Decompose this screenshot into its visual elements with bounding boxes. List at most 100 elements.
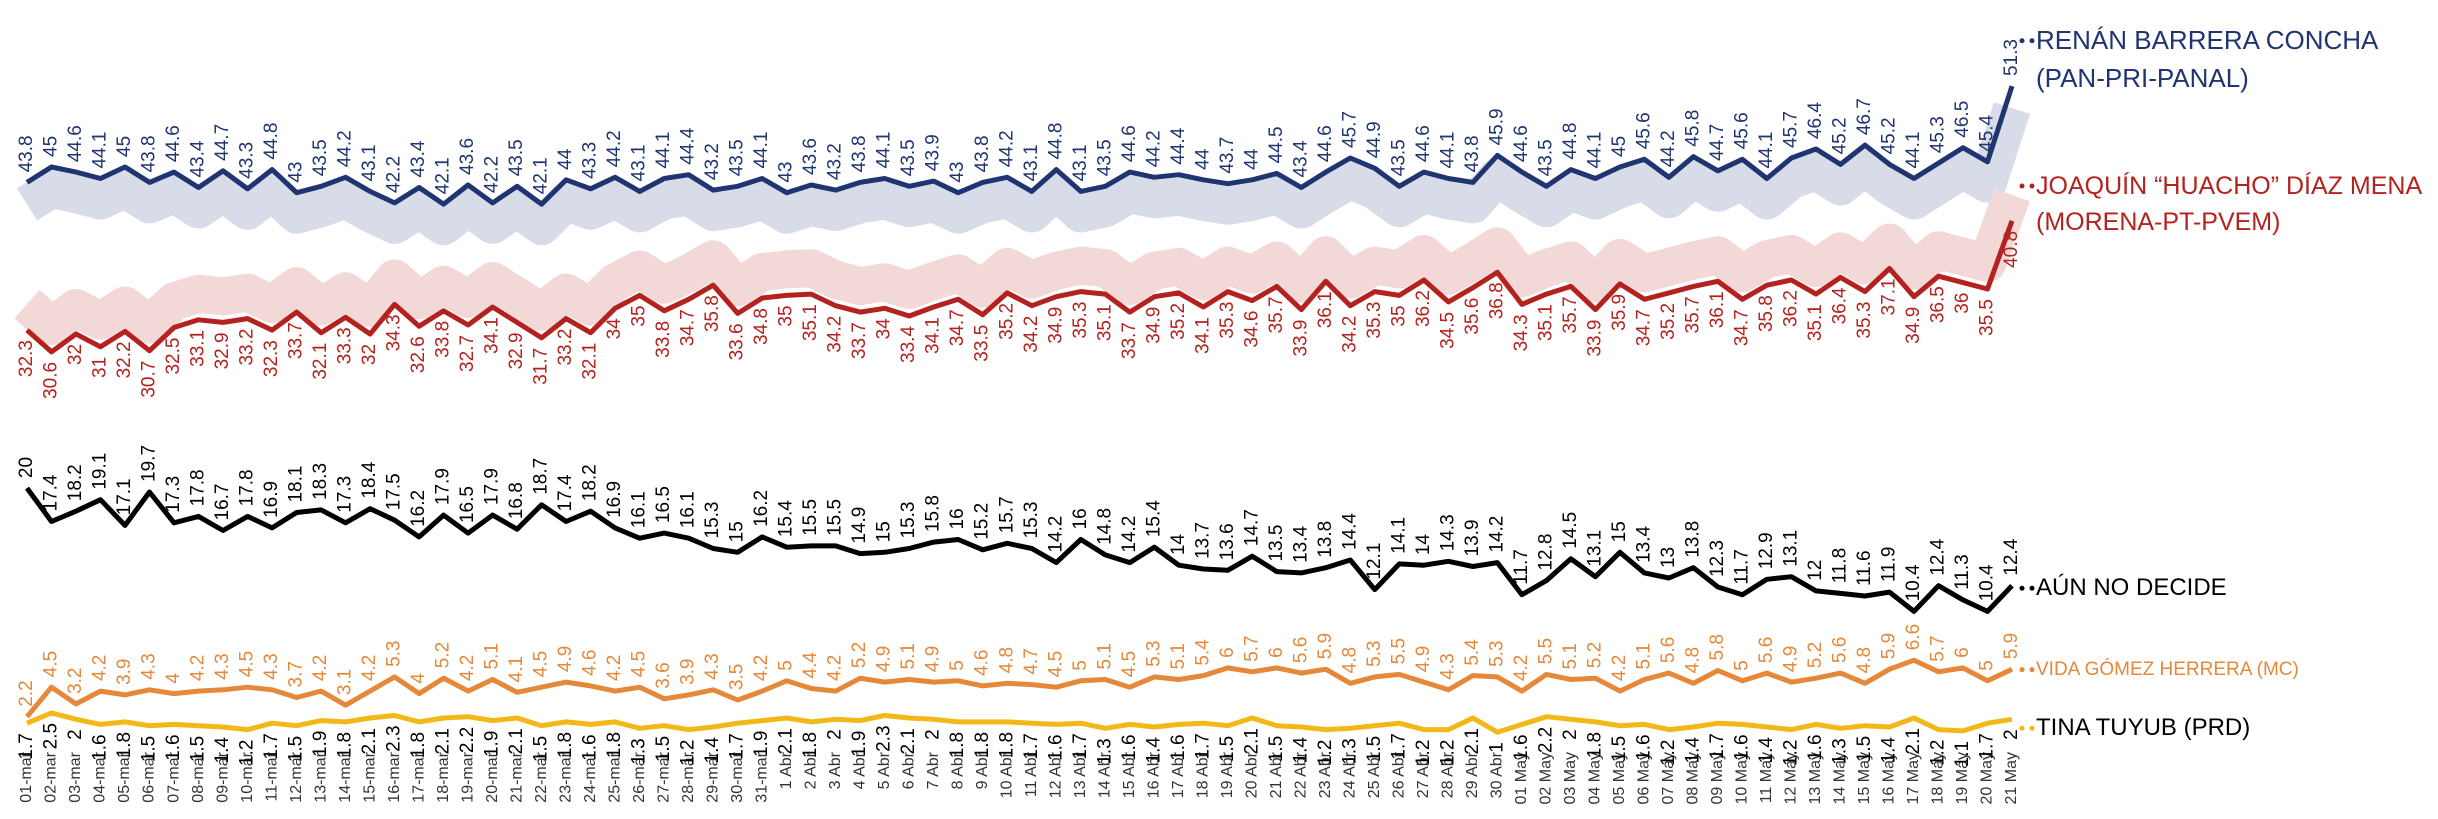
data-label: 3.6 — [653, 662, 674, 688]
data-label: 10.4 — [1977, 564, 1998, 601]
data-label: 44.1 — [653, 132, 674, 169]
x-tick-label: 11-mar — [263, 751, 280, 801]
x-tick-label: 08-mar — [190, 751, 207, 802]
legend-dot — [2019, 38, 2025, 44]
data-label: 46.4 — [1805, 102, 1826, 139]
data-label: 33.2 — [237, 329, 258, 366]
data-label: 44 — [555, 148, 576, 170]
data-label: 32.2 — [114, 341, 135, 378]
data-label: 5.7 — [1927, 635, 1948, 661]
data-label: 11.7 — [1511, 549, 1532, 585]
data-label: 35.1 — [1094, 304, 1115, 341]
data-label: 1.7 — [1977, 733, 1998, 759]
data-label: 45.8 — [1682, 110, 1703, 147]
data-label: 2.3 — [874, 725, 895, 751]
data-label: 35 — [776, 305, 797, 326]
data-label: 5.2 — [849, 642, 870, 668]
data-label: 43.4 — [1290, 140, 1311, 177]
data-label: 35.7 — [1266, 296, 1287, 333]
data-label: 43.5 — [1535, 139, 1556, 176]
data-label: 43.5 — [1094, 139, 1115, 176]
data-label: 4.8 — [1339, 647, 1360, 673]
data-label: 4.8 — [1682, 647, 1703, 673]
x-tick-label: 25-mar — [606, 751, 623, 802]
data-label: 44.6 — [1511, 125, 1532, 162]
data-label: 1.4 — [1290, 737, 1311, 764]
data-label: 2.5 — [41, 723, 62, 749]
data-label: 5.8 — [1707, 634, 1728, 660]
data-label: 34.2 — [825, 316, 846, 353]
data-label: 4.2 — [310, 655, 331, 681]
data-label: 36.8 — [1486, 282, 1507, 319]
data-label: 43.5 — [727, 139, 748, 176]
data-label: 1.4 — [702, 737, 723, 764]
x-tick-label: 06-mar — [141, 751, 158, 802]
x-tick-label: 22-mar — [533, 751, 550, 802]
data-label: 1.8 — [972, 732, 993, 758]
data-label: 43.8 — [139, 135, 160, 172]
x-tick-label: 05-mar — [116, 751, 133, 802]
x-tick-label: 11 Abr — [1023, 751, 1040, 797]
x-tick-label: 27 Abr — [1415, 751, 1432, 798]
data-label: 3.5 — [727, 664, 748, 690]
data-label: 4.6 — [972, 649, 993, 675]
data-label: 43.8 — [972, 135, 993, 172]
x-tick-label: 18-mar — [435, 751, 452, 802]
data-label: 34.7 — [1731, 309, 1752, 346]
x-tick-label: 04 May — [1587, 752, 1604, 804]
data-label: 1.5 — [139, 736, 160, 762]
data-label: 35.1 — [800, 304, 821, 341]
data-label: 13.6 — [1217, 523, 1238, 560]
data-label: 20 — [16, 457, 37, 478]
data-label: 43.4 — [188, 140, 209, 177]
data-label: 2 — [65, 729, 86, 740]
data-label: 16.2 — [751, 490, 772, 527]
data-label: 1.8 — [555, 732, 576, 758]
x-tick-label: 14 May — [1832, 752, 1849, 804]
data-label: 43.2 — [825, 143, 846, 180]
data-label: 34.7 — [947, 309, 968, 346]
x-tick-label: 16 Abr — [1146, 751, 1163, 798]
data-label: 43.1 — [1021, 144, 1042, 181]
data-label: 3.1 — [335, 669, 356, 695]
data-label: 1.6 — [1731, 734, 1752, 760]
data-label: 4.2 — [604, 655, 625, 681]
data-label: 5.6 — [1756, 637, 1777, 663]
data-label: 4.9 — [555, 646, 576, 672]
data-label: 16 — [947, 508, 968, 529]
data-label: 36 — [1952, 293, 1973, 314]
data-label: 1.5 — [1217, 736, 1238, 762]
x-tick-label: 12 May — [1783, 752, 1800, 804]
data-label: 45.9 — [1486, 108, 1507, 145]
data-label: 43.8 — [849, 135, 870, 172]
data-label: 36.4 — [1829, 287, 1850, 324]
data-label: 6.6 — [1903, 624, 1924, 650]
data-label: 44.9 — [1364, 121, 1385, 158]
data-label: 12 — [1805, 560, 1826, 581]
data-label: 14.3 — [1437, 514, 1458, 551]
data-label: 33.7 — [1119, 322, 1140, 359]
data-label: 13.9 — [1462, 519, 1483, 556]
data-label: 44.1 — [90, 132, 111, 169]
data-label: 1.6 — [1045, 734, 1066, 760]
legend-dot — [2029, 585, 2035, 591]
x-tick-label: 14-mar — [337, 751, 354, 802]
data-label: 33.3 — [335, 327, 356, 364]
data-label: 36.5 — [1927, 286, 1948, 323]
x-tick-label: 1 Abr — [778, 751, 795, 789]
data-label: 44.1 — [1584, 132, 1605, 169]
data-label: 32.9 — [212, 332, 233, 369]
data-label: 1.6 — [1633, 734, 1654, 760]
data-label: 43.8 — [16, 135, 37, 172]
data-label: 43.2 — [702, 143, 723, 180]
data-label: 15.2 — [972, 503, 993, 540]
data-label: 16.7 — [212, 484, 233, 521]
x-tick-label: 27-mar — [655, 751, 672, 802]
series-line — [24, 486, 2014, 614]
data-label: 1.9 — [849, 731, 870, 757]
data-label: 35.7 — [1682, 296, 1703, 333]
data-label: 5 — [1731, 660, 1752, 671]
data-label: 14.8 — [1094, 508, 1115, 545]
x-tick-label: 26 Abr — [1391, 751, 1408, 798]
data-label: 44.4 — [678, 127, 699, 164]
